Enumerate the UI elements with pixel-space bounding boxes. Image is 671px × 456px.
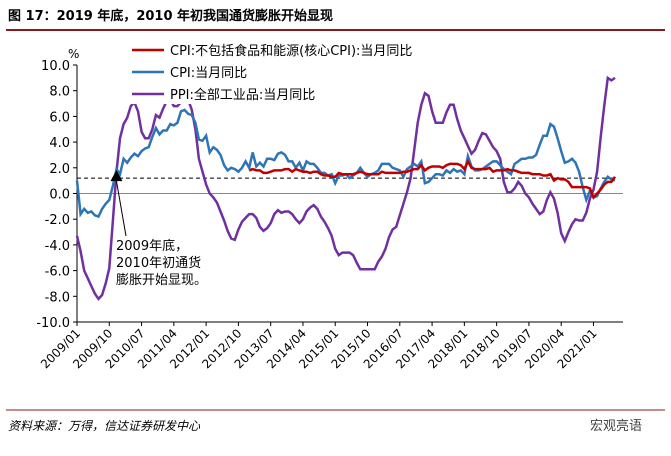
annotation: 2010年初通货: [116, 255, 201, 271]
y-tick-label: -8.0: [45, 290, 70, 305]
legend-bg: [128, 84, 328, 104]
y-tick-label: 4.0: [49, 136, 70, 151]
legend-label: PPI:全部工业品:当月同比: [170, 87, 315, 103]
y-tick-label: 0.0: [49, 188, 70, 203]
legend-bg: [128, 62, 328, 82]
y-tick-label: 10.0: [41, 59, 70, 74]
chart-title: 图 17：2019 年底，2010 年初我国通货膨胀开始显现: [8, 8, 333, 24]
series-line: [75, 108, 616, 219]
annotation: 膨胀开始显现。: [116, 273, 207, 288]
watermark: 宏观亮语: [590, 418, 642, 434]
annotation-arrow: [115, 180, 127, 237]
legend-label: CPI:不包括食品和能源(核心CPI):当月同比: [170, 43, 412, 59]
legend-bg: [128, 40, 498, 60]
y-tick-label: -4.0: [45, 239, 70, 254]
y-tick-label: -10.0: [36, 316, 70, 331]
y-tick-label: 6.0: [49, 110, 70, 125]
y-tick-label: 8.0: [49, 85, 70, 100]
y-tick-label: -6.0: [45, 265, 70, 280]
y-unit: %: [68, 47, 79, 61]
y-tick-label: 2.0: [49, 162, 70, 177]
legend-label: CPI:当月同比: [170, 66, 247, 81]
series-line: [248, 158, 617, 200]
annotation-marker: [110, 170, 123, 182]
annotation: 2009年底，: [116, 238, 188, 254]
source: 资料来源：万得，信达证券研发中心: [8, 419, 201, 433]
y-tick-label: -2.0: [45, 213, 70, 228]
